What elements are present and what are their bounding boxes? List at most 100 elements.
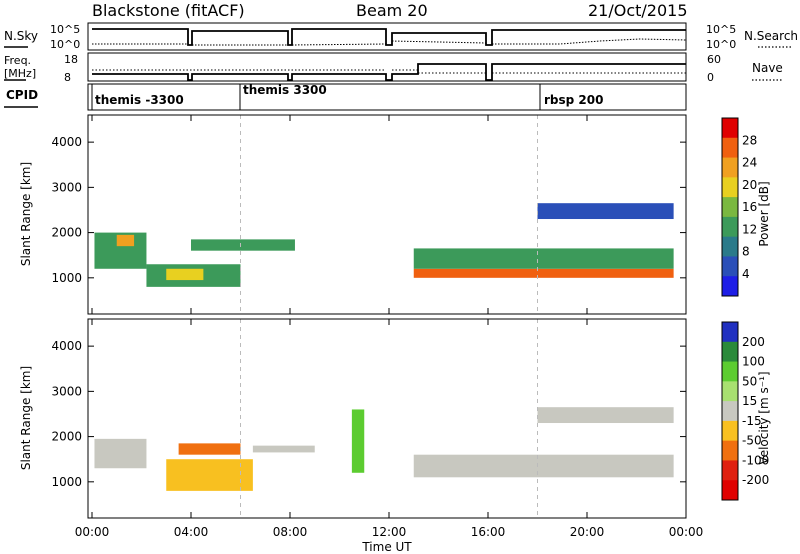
power-panel-frame — [87, 114, 687, 315]
velocity-data — [94, 319, 674, 518]
power-colorbar-swatch — [722, 236, 738, 257]
velocity-colorbar-tick: -50 — [742, 434, 762, 448]
nave-tick-top: 60 — [707, 53, 721, 66]
velocity-colorbar-swatch — [722, 401, 738, 422]
cpid-segment-2: rbsp 200 — [544, 93, 603, 107]
power-colorbar-tick: 4 — [742, 267, 750, 281]
velocity-colorbar-tick: 50 — [742, 374, 757, 388]
power-panel: 1000 2000 3000 4000 Slant Range [km] 4 8 12 16… — [19, 114, 771, 315]
noise-right-tick-top: 10^5 — [706, 23, 736, 36]
x-tick-label: 08:00 — [273, 525, 308, 539]
freq-panel: Freq. [MHz] 18 8 60 0 Nave — [4, 52, 783, 84]
velocity-band — [537, 407, 674, 424]
velocity-colorbar: 200 100 50 15 -15 -50 -100 -200 — [721, 321, 769, 501]
power-band — [413, 268, 674, 278]
x-tick-label: 04:00 — [174, 525, 209, 539]
cpid-segment-0: themis -3300 — [95, 93, 184, 107]
noise-right-tick-bottom: 10^0 — [706, 38, 736, 51]
velocity-band — [178, 443, 241, 455]
power-colorbar-tick: 20 — [742, 178, 757, 192]
velocity-ytick-label: 1000 — [51, 475, 82, 489]
velocity-band — [166, 459, 253, 491]
cpid-segment-1: themis 3300 — [243, 83, 327, 97]
noise-left-label: N.Sky — [4, 29, 38, 43]
velocity-band — [351, 409, 365, 473]
velocity-colorbar-swatch — [722, 480, 738, 501]
power-band — [191, 239, 295, 251]
velocity-colorbar-swatch — [722, 361, 738, 382]
freq-tick-bottom: 8 — [64, 71, 71, 84]
power-colorbar-tick: 16 — [742, 200, 757, 214]
power-band — [116, 234, 135, 247]
power-colorbar-label: Power [dB] — [757, 181, 771, 246]
power-colorbar-swatch — [722, 256, 738, 277]
velocity-colorbar-swatch — [722, 460, 738, 481]
velocity-colorbar-label: Velocity [m s⁻¹] — [757, 371, 771, 464]
power-colorbar-frame — [721, 117, 739, 297]
power-colorbar-tick: 8 — [742, 245, 750, 259]
x-tick-label: 16:00 — [471, 525, 506, 539]
power-yticks: 1000 2000 3000 4000 — [51, 135, 686, 285]
x-tick-label: 00:00 — [75, 525, 110, 539]
velocity-colorbar-tick: 100 — [742, 355, 765, 369]
velocity-colorbar-swatch — [722, 381, 738, 402]
velocity-yticks: 1000 2000 3000 4000 — [51, 339, 686, 489]
x-tick-label: 12:00 — [372, 525, 407, 539]
x-axis: 00:00 04:00 08:00 12:00 16:00 20:00 00:00 — [75, 115, 704, 539]
velocity-colorbar-tick: 15 — [742, 394, 757, 408]
velocity-colorbar-frame — [721, 321, 739, 501]
power-colorbar-tick: 12 — [742, 222, 757, 236]
velocity-band — [413, 454, 674, 478]
velocity-ytick-label: 4000 — [51, 339, 82, 353]
power-colorbar-tick: 24 — [742, 156, 757, 170]
velocity-panel-frame — [87, 318, 687, 519]
date-title: 21/Oct/2015 — [588, 1, 688, 20]
noise-left-tick-bottom: 10^0 — [50, 38, 80, 51]
power-ytick-label: 4000 — [51, 135, 82, 149]
freq-tick-top: 18 — [64, 53, 78, 66]
power-colorbar-swatch — [722, 216, 738, 238]
freq-trace — [92, 63, 686, 81]
power-band — [537, 203, 674, 220]
freq-panel-frame — [87, 52, 687, 82]
power-colorbar-tick: 28 — [742, 133, 757, 147]
velocity-colorbar-tick: 200 — [742, 335, 765, 349]
nave-label: Nave — [752, 61, 783, 75]
cpid-panel-frame — [87, 83, 687, 111]
velocity-colorbar-swatch — [722, 420, 738, 442]
velocity-band — [94, 438, 147, 469]
velocity-panel: 1000 2000 3000 4000 Slant Range [km] 200 100… — [19, 318, 771, 519]
x-tick-label: 00:00 — [669, 525, 704, 539]
nave-tick-bottom: 0 — [707, 71, 714, 84]
velocity-ylabel: Slant Range [km] — [19, 366, 33, 470]
search-noise-trace — [92, 38, 687, 46]
noise-panel-frame — [87, 22, 687, 51]
velocity-ytick-label: 2000 — [51, 430, 82, 444]
velocity-colorbar-swatch — [722, 440, 738, 461]
velocity-ytick-label: 3000 — [51, 384, 82, 398]
velocity-colorbar-swatch — [722, 322, 738, 343]
power-colorbar-swatch — [722, 157, 738, 178]
power-ytick-label: 2000 — [51, 226, 82, 240]
beam-title: Beam 20 — [356, 1, 428, 20]
power-ytick-label: 1000 — [51, 271, 82, 285]
power-colorbar-swatch — [722, 197, 738, 218]
power-ylabel: Slant Range [km] — [19, 162, 33, 266]
velocity-colorbar-tick: -100 — [742, 453, 769, 467]
x-axis-label: Time UT — [361, 540, 412, 554]
power-band — [413, 248, 674, 269]
nave-trace — [92, 69, 686, 74]
power-band — [166, 268, 204, 281]
power-colorbar-swatch — [722, 118, 738, 139]
cpid-label: CPID — [6, 88, 38, 102]
station-title: Blackstone (fitACF) — [92, 1, 245, 20]
power-colorbar-swatch — [722, 177, 738, 198]
power-data — [94, 115, 674, 314]
power-ytick-label: 3000 — [51, 180, 82, 194]
cpid-panel: CPID themis -3300 themis 3300 rbsp 200 — [4, 83, 687, 111]
freq-label-line1: Freq. — [4, 54, 31, 67]
power-colorbar: 4 8 12 16 20 24 28 — [721, 117, 757, 297]
x-tick-label: 20:00 — [570, 525, 605, 539]
noise-left-tick-top: 10^5 — [50, 23, 80, 36]
